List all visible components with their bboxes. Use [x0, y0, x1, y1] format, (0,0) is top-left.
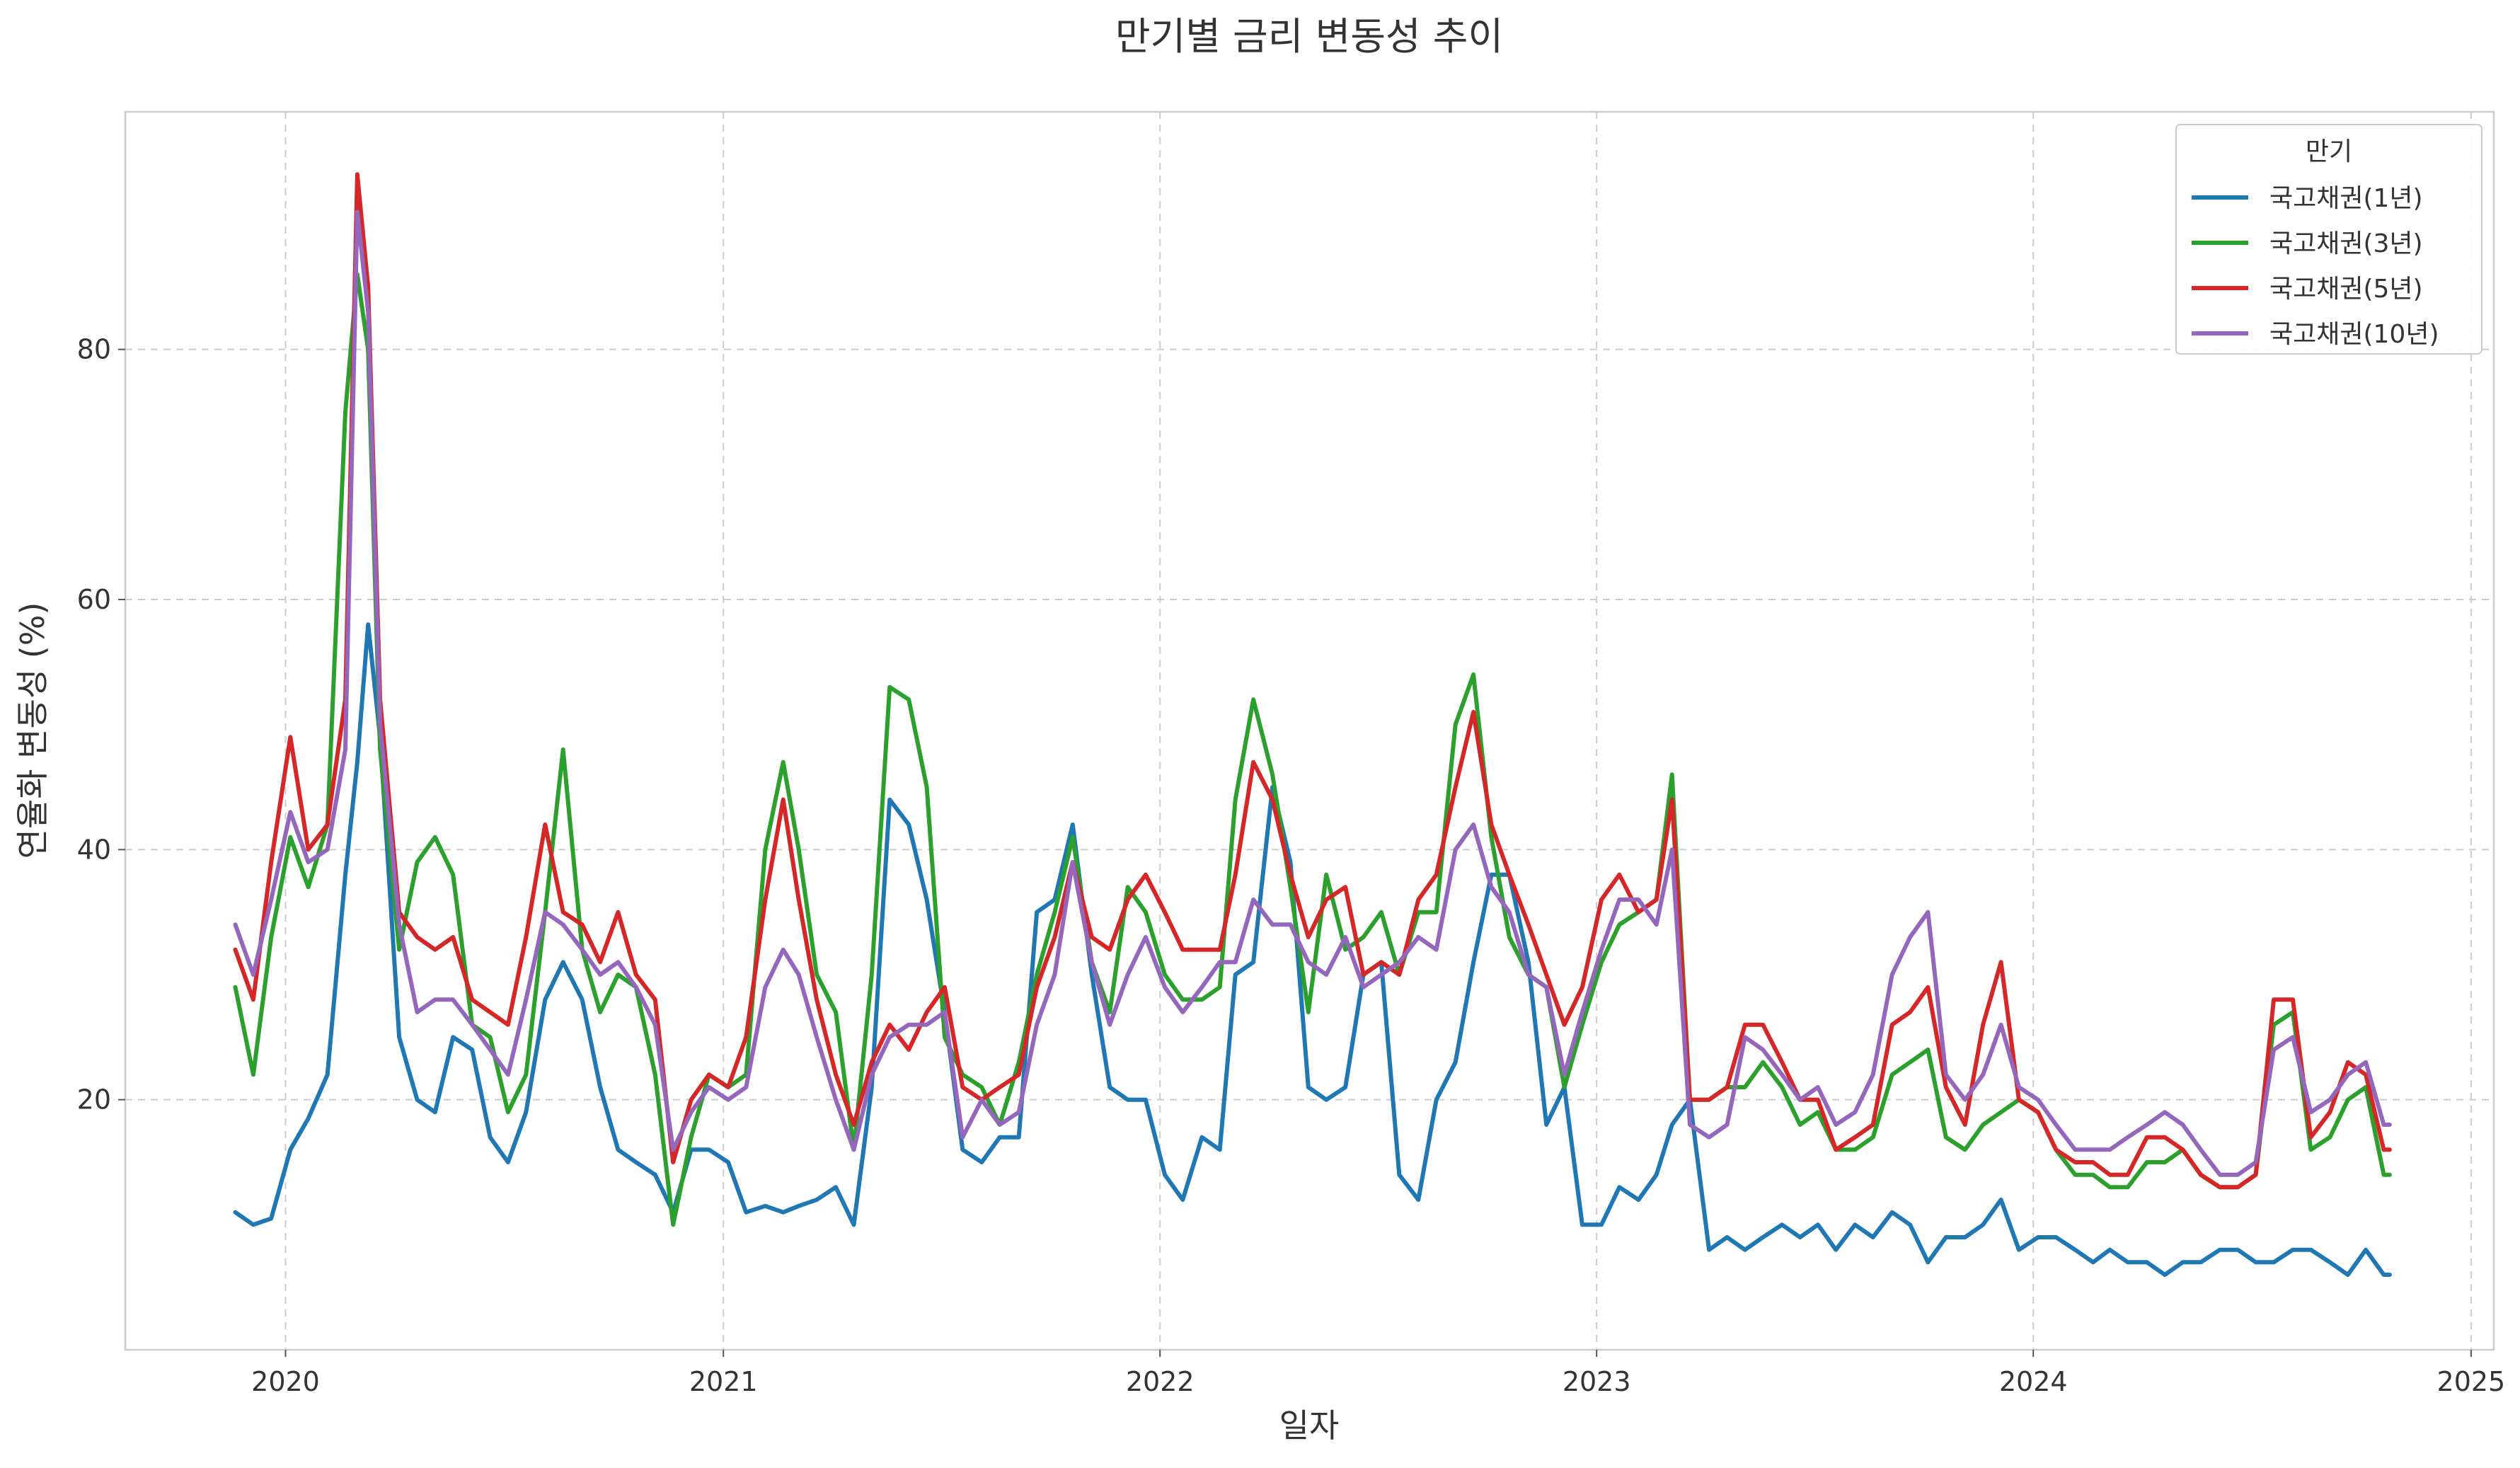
- y-tick-label: 80: [77, 334, 111, 365]
- x-axis-ticks: 2020 2021 2022 2023 2024 2025: [251, 1350, 2505, 1397]
- legend-box: [2175, 124, 2482, 355]
- legend-label-3: 국고채권(5년): [2269, 275, 2423, 304]
- x-tick-label: 2022: [1126, 1366, 1195, 1397]
- legend: 만기 국고채권(1년) 국고채권(3년) 국고채권(5년) 국고채권(10년): [2175, 124, 2482, 355]
- x-tick-label: 2023: [1563, 1366, 1631, 1397]
- series-lines: [233, 172, 2392, 1277]
- x-tick-label: 2025: [2437, 1366, 2506, 1397]
- legend-title: 만기: [2306, 137, 2352, 166]
- legend-label-4: 국고채권(10년): [2269, 320, 2439, 349]
- x-tick-label: 2021: [689, 1366, 758, 1397]
- chart-title: 만기별 금리 변동성 추이: [1115, 14, 1503, 59]
- series-line-2: [233, 272, 2392, 1227]
- series-line-1: [233, 622, 2392, 1277]
- legend-label-2: 국고채권(3년): [2269, 229, 2423, 258]
- y-tick-label: 60: [77, 584, 111, 615]
- x-tick-label: 2020: [251, 1366, 320, 1397]
- y-axis-ticks: 20 40 60 80: [77, 334, 125, 1116]
- y-tick-label: 20: [77, 1084, 111, 1116]
- plot-area-frame: [124, 110, 2495, 1351]
- legend-items: 국고채권(1년) 국고채권(3년) 국고채권(5년) 국고채권(10년): [2192, 184, 2439, 349]
- grid-lines: [125, 112, 2494, 1350]
- x-tick-label: 2024: [1999, 1366, 2068, 1397]
- x-axis-label: 일자: [1279, 1406, 1340, 1445]
- y-axis-label: 연율화 변동성 (%): [13, 602, 52, 859]
- series-line-3: [233, 172, 2392, 1190]
- legend-label-1: 국고채권(1년): [2269, 184, 2423, 213]
- y-tick-label: 40: [77, 834, 111, 865]
- series-line-4: [233, 210, 2392, 1177]
